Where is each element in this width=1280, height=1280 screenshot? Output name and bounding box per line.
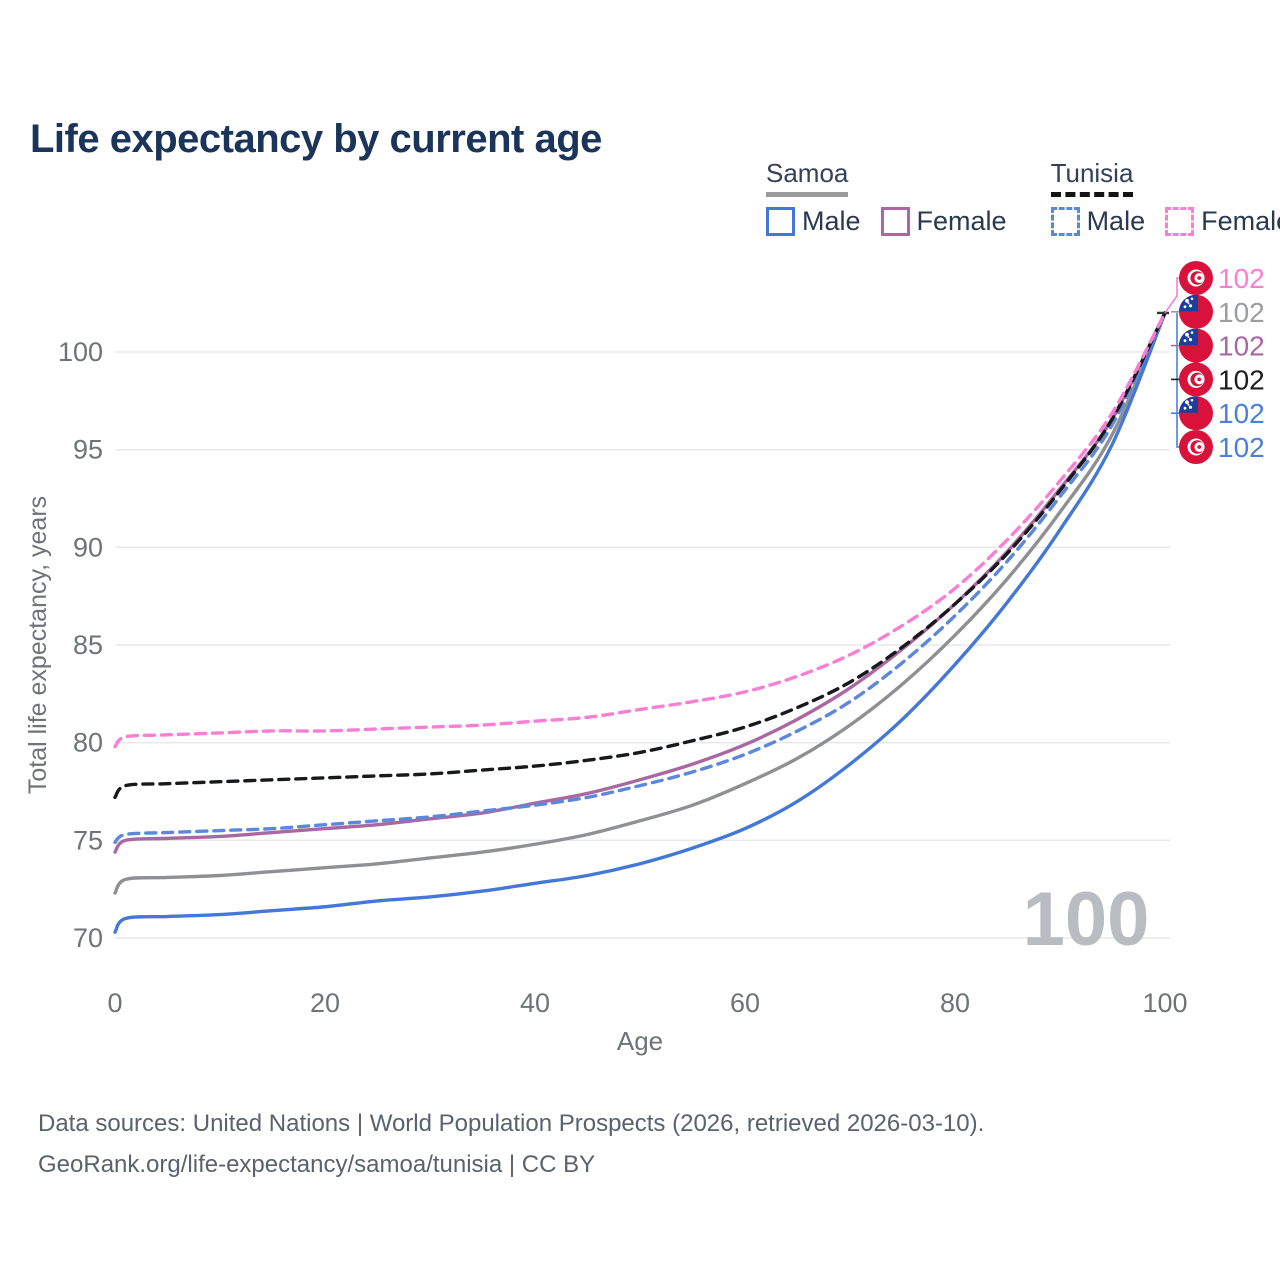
samoa-flag-icon bbox=[1179, 328, 1213, 363]
data-sources-line: Data sources: United Nations | World Pop… bbox=[38, 1110, 985, 1137]
series-line-samoa-female[interactable] bbox=[113, 311, 1167, 854]
age-watermark: 100 bbox=[1023, 877, 1150, 962]
x-tick-label: 80 bbox=[940, 988, 970, 1018]
samoa-male-label: Male bbox=[802, 206, 861, 236]
legend-item-samoa-male[interactable]: Male bbox=[766, 206, 861, 237]
tunisia-female-swatch-icon bbox=[1165, 207, 1195, 236]
gridlines: 70 75 80 85 90 95 100 bbox=[58, 337, 1170, 953]
legend: Samoa Male Female Tunisia Male bbox=[766, 158, 1280, 237]
series-line-tunisia-male[interactable] bbox=[113, 311, 1167, 844]
series-line-tunisia-both[interactable] bbox=[113, 311, 1167, 800]
line-chart: 70 75 80 85 90 95 100 100 0 20 40 60 80 100 Age Total l… bbox=[24, 261, 1265, 1056]
x-tick-label: 20 bbox=[310, 988, 340, 1018]
y-tick-label: 90 bbox=[73, 532, 103, 562]
y-tick-label: 75 bbox=[73, 825, 103, 855]
end-value-label-tunisia-male: 102 bbox=[1218, 432, 1265, 463]
y-tick-label: 85 bbox=[73, 630, 103, 660]
tunisia-flag-icon bbox=[1179, 362, 1213, 397]
tunisia-flag-icon bbox=[1179, 261, 1213, 295]
tunisia-flag-icon bbox=[1179, 430, 1213, 464]
x-axis-title: Age bbox=[617, 1026, 663, 1056]
samoa-flag-icon bbox=[1179, 294, 1213, 329]
end-value-label-tunisia-female: 102 bbox=[1218, 263, 1265, 294]
legend-samoa-items: Male Female bbox=[766, 206, 1007, 237]
leader-lines bbox=[1157, 277, 1185, 448]
y-tick-label: 80 bbox=[73, 728, 103, 758]
tunisia-male-swatch-icon bbox=[1050, 207, 1080, 236]
footer: Data sources: United Nations | World Pop… bbox=[38, 1103, 984, 1185]
tunisia-female-label: Female bbox=[1201, 206, 1280, 236]
legend-group-tunisia: Tunisia Male Female bbox=[1050, 158, 1280, 237]
y-tick-label: 70 bbox=[73, 923, 103, 953]
samoa-female-swatch-icon bbox=[880, 207, 910, 236]
series-line-samoa-both[interactable] bbox=[113, 311, 1167, 895]
legend-group-samoa: Samoa Male Female bbox=[766, 158, 1007, 237]
x-tick-label: 100 bbox=[1142, 988, 1187, 1018]
end-value-label-samoa-male: 102 bbox=[1218, 398, 1265, 429]
x-tick-label: 40 bbox=[520, 988, 550, 1018]
end-value-label-samoa-both: 102 bbox=[1218, 297, 1265, 328]
series-line-tunisia-female[interactable] bbox=[113, 311, 1167, 749]
page-title: Life expectancy by current age bbox=[30, 116, 602, 161]
end-value-label-samoa-female: 102 bbox=[1218, 331, 1265, 362]
samoa-female-label: Female bbox=[916, 206, 1007, 236]
attribution-line: GeoRank.org/life-expectancy/samoa/tunisi… bbox=[38, 1151, 596, 1178]
y-tick-label: 95 bbox=[73, 435, 103, 465]
legend-tunisia-items: Male Female bbox=[1050, 206, 1280, 237]
legend-samoa-title[interactable]: Samoa bbox=[766, 158, 849, 197]
samoa-flag-icon bbox=[1179, 396, 1213, 431]
x-tick-label: 60 bbox=[730, 988, 760, 1018]
legend-item-tunisia-male[interactable]: Male bbox=[1050, 206, 1146, 237]
samoa-male-swatch-icon bbox=[766, 207, 795, 236]
end-value-label-tunisia-both: 102 bbox=[1218, 364, 1265, 395]
x-tick-label: 0 bbox=[107, 988, 122, 1018]
series-line-samoa-male[interactable] bbox=[113, 311, 1167, 934]
y-axis-title: Total life expectancy, years bbox=[24, 496, 52, 794]
tunisia-male-label: Male bbox=[1086, 206, 1146, 236]
legend-item-samoa-female[interactable]: Female bbox=[880, 206, 1007, 237]
legend-item-tunisia-female[interactable]: Female bbox=[1165, 206, 1280, 237]
y-tick-label: 100 bbox=[58, 337, 103, 367]
legend-tunisia-title[interactable]: Tunisia bbox=[1050, 158, 1134, 197]
